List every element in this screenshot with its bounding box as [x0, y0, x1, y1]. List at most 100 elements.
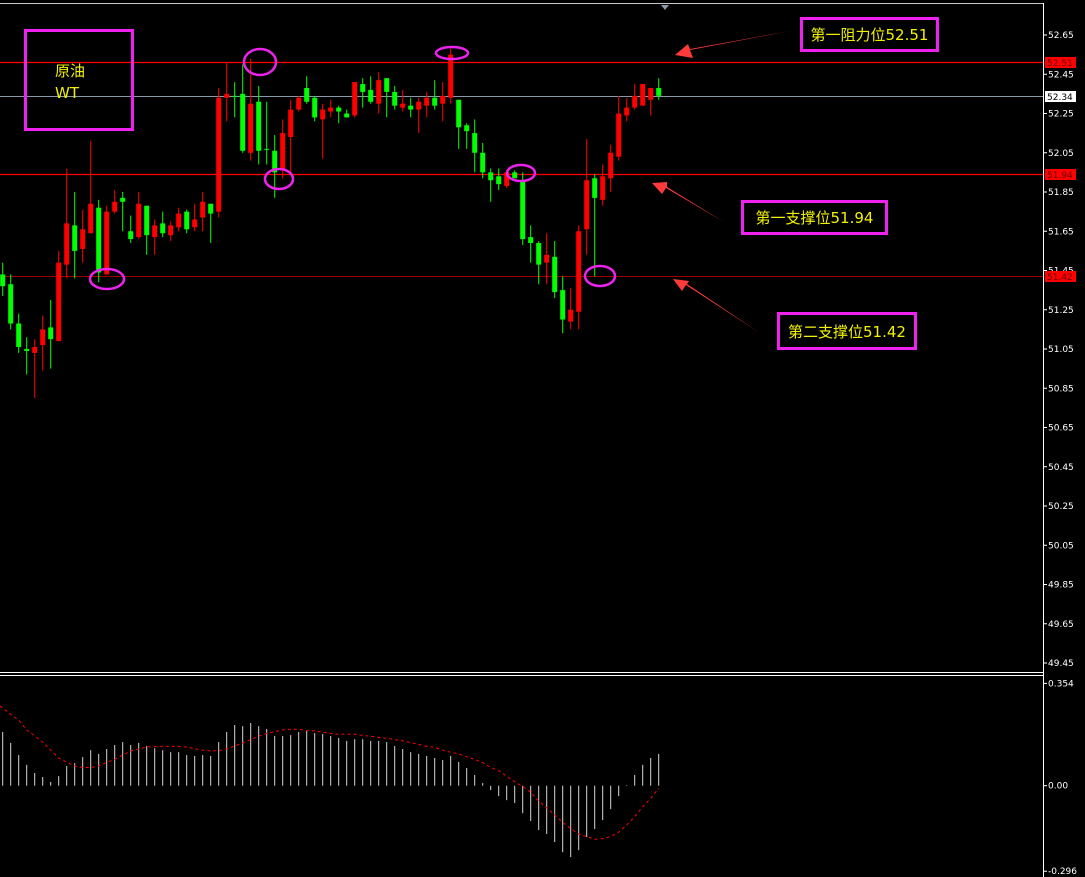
candle-up: [648, 87, 654, 100]
candle-up: [152, 225, 158, 238]
candle-down: [408, 105, 414, 110]
y-tick-label: 52.25: [1048, 110, 1074, 120]
level-price-label: 51.42: [1047, 273, 1073, 283]
candle-down: [496, 176, 502, 185]
candle-up: [136, 203, 142, 238]
candle-down: [304, 87, 310, 102]
candle-down: [264, 148, 270, 150]
candle-up: [176, 213, 182, 228]
candle-down: [208, 203, 214, 214]
arrow-icon: [675, 31, 790, 58]
candle-down: [160, 223, 166, 234]
macd-y-tick-label: -0.296: [1048, 867, 1077, 877]
y-tick-label: 52.65: [1048, 31, 1074, 41]
last-price-tag: [1045, 91, 1076, 102]
candle-up: [56, 262, 62, 342]
candle-up: [104, 211, 110, 275]
last-price-label: 52.34: [1047, 93, 1073, 103]
y-tick-label: 51.85: [1048, 188, 1074, 198]
macd-signal-line: [0, 705, 660, 840]
candle-up: [200, 201, 206, 218]
y-tick-label: 50.05: [1048, 541, 1074, 551]
candle-down: [464, 125, 470, 132]
candle-up: [40, 329, 46, 346]
candle-down: [256, 101, 262, 151]
candle-up: [80, 229, 86, 249]
candle-up: [248, 103, 254, 153]
candle-down: [184, 211, 190, 230]
y-tick-label: 52.05: [1048, 149, 1074, 159]
candle-up: [616, 113, 622, 157]
candle-up: [216, 97, 222, 212]
candle-down: [592, 178, 598, 198]
candle-down: [8, 284, 14, 324]
y-tick-label: 51.65: [1048, 227, 1074, 237]
y-tick-label: 49.85: [1048, 581, 1074, 591]
candle-up: [568, 309, 574, 322]
level-price-label: 51.94: [1047, 171, 1073, 181]
annotation-arrows: [652, 31, 790, 333]
candle-down: [552, 256, 558, 293]
candle-up: [296, 97, 302, 110]
candle-up: [608, 152, 614, 179]
candle-up: [416, 101, 422, 110]
candle-down: [0, 274, 6, 287]
candle-down: [240, 93, 246, 151]
candle-down: [72, 225, 78, 251]
support1-label: 第一支撑位51.94: [741, 200, 888, 235]
candle-down: [96, 207, 102, 273]
candle-down: [472, 133, 478, 153]
arrow-icon: [652, 182, 724, 222]
y-tick-label: 50.65: [1048, 424, 1074, 434]
low-circle: [263, 167, 295, 191]
candle-up: [400, 103, 406, 108]
candle-down: [360, 84, 366, 92]
scroll-marker-icon[interactable]: [661, 5, 669, 10]
candle-down: [392, 91, 398, 106]
resistance1-label: 第一阻力位52.51: [800, 17, 939, 52]
y-tick-label: 50.25: [1048, 502, 1074, 512]
candle-up: [168, 225, 174, 236]
instrument-code: WT: [55, 84, 79, 102]
macd-y-tick-label: 0.00: [1048, 782, 1068, 792]
candle-down: [272, 150, 278, 173]
candle-down: [232, 95, 238, 97]
instrument-name: 原油: [55, 62, 86, 80]
candle-up: [640, 84, 646, 106]
candle-down: [48, 327, 54, 340]
candle-up: [504, 172, 510, 187]
candle-up: [328, 107, 334, 112]
candle-up: [600, 176, 606, 200]
level-price-tag: [1045, 271, 1076, 282]
candle-up: [424, 97, 430, 106]
y-tick-label: 51.25: [1048, 306, 1074, 316]
candle-down: [128, 231, 134, 240]
candle-down: [336, 107, 342, 112]
candle-up: [624, 107, 630, 116]
instrument-label: 原油 WT: [24, 29, 134, 131]
level-price-label: 52.51: [1047, 59, 1073, 69]
high-circle: [242, 47, 278, 77]
candle-down: [384, 78, 390, 92]
candle-up: [32, 347, 38, 353]
candle-down: [488, 172, 494, 181]
y-tick-label: 50.45: [1048, 463, 1074, 473]
candle-down: [432, 97, 438, 106]
candle-down: [24, 349, 30, 351]
candle-down: [560, 290, 566, 320]
candle-up: [544, 254, 550, 263]
candle-up: [376, 80, 382, 104]
y-tick-label: 49.65: [1048, 620, 1074, 630]
candle-up: [320, 109, 326, 120]
y-tick-label: 49.45: [1048, 659, 1074, 669]
candle-down: [520, 180, 526, 240]
arrow-icon: [673, 279, 760, 333]
candle-up: [288, 109, 294, 138]
low-circle: [583, 264, 617, 288]
candle-up: [224, 93, 230, 98]
candle-down: [120, 197, 126, 202]
candle-up: [576, 231, 582, 312]
candle-up: [192, 219, 198, 228]
candle-down: [16, 323, 22, 348]
